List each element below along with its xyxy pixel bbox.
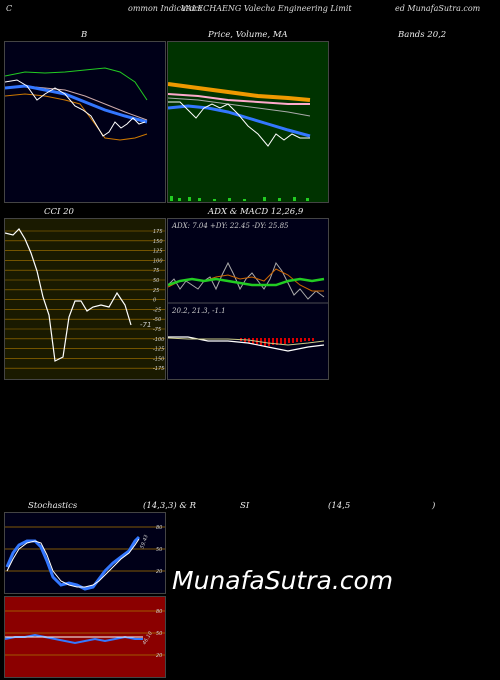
cci-tick-label: -150 xyxy=(153,356,164,362)
cci-tick-label: -50 xyxy=(153,317,161,323)
price-orange-band xyxy=(168,82,311,102)
stoch-tick-80: 80 xyxy=(156,525,162,531)
panel-b-svg xyxy=(5,42,165,202)
cci-tick-label: -25 xyxy=(153,307,161,313)
header-company: VALECHAENG Valecha Engineering Limit xyxy=(181,4,352,13)
b-blue-line xyxy=(5,84,148,124)
b-green-line xyxy=(5,67,148,101)
panel-cci-title: CCI 20 xyxy=(44,207,74,217)
rsi-params-end: ) xyxy=(432,501,436,511)
macd-signal-line xyxy=(168,337,325,346)
price-gray-line xyxy=(168,97,311,117)
cci-tick-label: 75 xyxy=(153,268,159,274)
stoch-tick-20: 20 xyxy=(156,569,162,575)
cci-tick-label: -75 xyxy=(153,327,161,333)
panel-stoch-chart: 80 50 20 59.43 xyxy=(4,512,166,594)
rsi-title: SI xyxy=(240,501,250,511)
price-pink-line xyxy=(168,93,310,105)
cci-tick-label: 150 xyxy=(153,239,163,245)
stoch-tick-50: 50 xyxy=(156,547,162,553)
b-white-line xyxy=(5,79,146,137)
watermark: MunafaSutra.com xyxy=(172,566,394,595)
panel-b-title: B xyxy=(81,30,88,40)
header-left: C xyxy=(6,4,13,13)
panel-price-svg xyxy=(168,42,328,202)
cci-line xyxy=(5,228,132,362)
cci-tick-label: 25 xyxy=(153,288,159,294)
rsi-tick-20: 20 xyxy=(156,653,162,659)
panel-rsi-svg: 80 50 20 46.10 xyxy=(5,597,165,677)
panel-stoch-svg: 80 50 20 59.43 xyxy=(5,513,165,593)
panel-price-chart xyxy=(167,41,329,203)
cci-tick-label: 0 xyxy=(153,298,156,304)
rsi-tick-80: 80 xyxy=(156,609,162,615)
macd-line xyxy=(168,336,325,352)
volume-bar xyxy=(170,196,173,201)
rsi-tick-50: 50 xyxy=(156,631,162,637)
adx-green-line xyxy=(168,277,325,287)
cci-tick-label: -125 xyxy=(153,347,164,353)
panel-bands-title: Bands 20,2 xyxy=(398,30,447,40)
panel-b-chart xyxy=(4,41,166,203)
stoch-k-line xyxy=(5,535,141,591)
panel-adx-title: ADX & MACD 12,26,9 xyxy=(208,207,304,217)
panel-cci-svg: 175 150 125 100 75 50 25 0 -25 -50 -75 -100 -125 -150… xyxy=(5,219,165,379)
header-site: ed MunafaSutra.com xyxy=(395,4,481,13)
stoch-params: (14,3,3) & R xyxy=(143,501,197,511)
rsi-blue-line xyxy=(5,633,143,645)
stoch-d-line xyxy=(6,538,140,588)
panel-price-title: Price, Volume, MA xyxy=(208,30,288,40)
rsi-params: (14,5 xyxy=(328,501,351,511)
cci-value-label: -71 xyxy=(140,321,151,329)
adx-label: ADX: 7.04 +DY: 22.45 -DY: 25.85 xyxy=(171,222,289,230)
panel-cci-chart: 175 150 125 100 75 50 25 0 -25 -50 -75 -100 -125 -150… xyxy=(4,218,166,380)
macd-label: 20.2, 21.3, -1.1 xyxy=(171,307,226,315)
cci-tick-label: 50 xyxy=(153,278,159,284)
cci-tick-label: -100 xyxy=(153,337,164,343)
stoch-value-label: 59.43 xyxy=(139,534,150,550)
panel-rsi-chart: 80 50 20 46.10 xyxy=(4,596,166,678)
price-blue-line xyxy=(168,104,311,138)
stoch-title: Stochastics xyxy=(28,501,78,511)
cci-tick-label: -175 xyxy=(153,366,164,372)
price-white-line xyxy=(168,101,310,147)
panel-adx-chart: ADX: 7.04 +DY: 22.45 -DY: 25.85 20.2, 21… xyxy=(167,218,329,380)
header-common-indicators: ommon Indicators xyxy=(128,4,202,13)
panel-adx-svg: ADX: 7.04 +DY: 22.45 -DY: 25.85 20.2, 21… xyxy=(168,219,328,379)
cci-tick-label: 100 xyxy=(153,258,163,264)
cci-tick-label: 175 xyxy=(153,229,163,235)
cci-tick-label: 125 xyxy=(153,249,163,255)
